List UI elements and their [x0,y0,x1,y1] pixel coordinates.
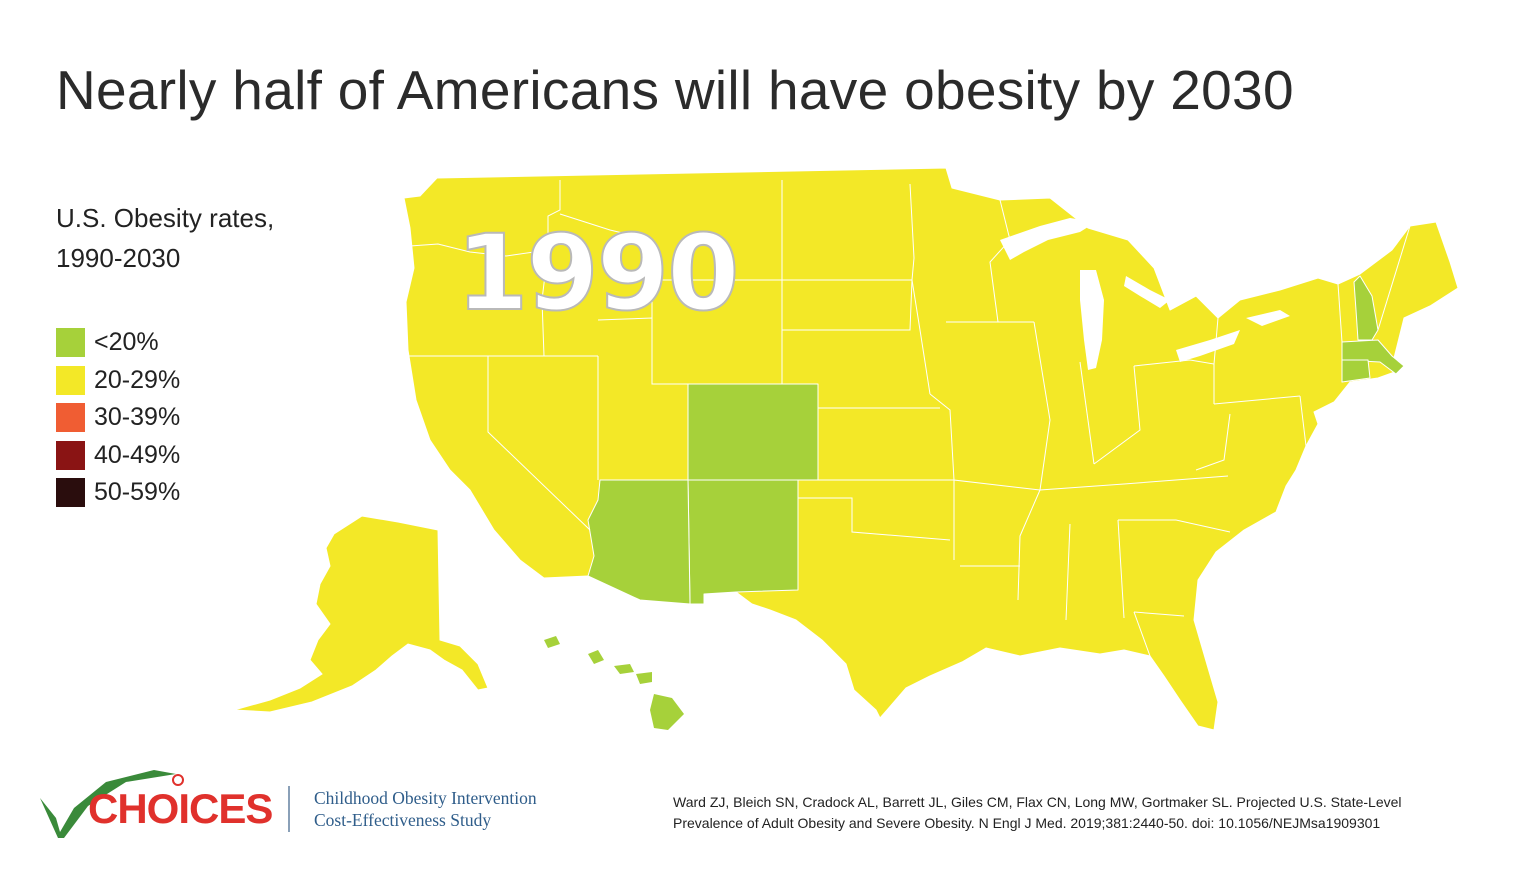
citation: Ward ZJ, Bleich SN, Cradock AL, Barrett … [673,792,1473,834]
state-alaska [233,515,489,713]
legend-swatch [56,440,85,470]
legend-title: U.S. Obesity rates, 1990-2030 [56,198,376,278]
page-title: Nearly half of Americans will have obesi… [56,59,1294,121]
state-new-mexico [687,479,799,605]
brand-name: CHOICES [88,785,273,832]
legend-swatch [56,403,85,433]
study-name: Childhood Obesity Intervention Cost-Effe… [314,787,537,831]
legend-label: 40-49% [94,440,181,469]
legend-swatch [56,365,85,395]
citation-line2: Prevalence of Adult Obesity and Severe O… [673,815,1381,831]
state-borders [408,180,1411,657]
legend-label: 20-29% [94,365,181,394]
great-lakes [1000,218,1290,370]
legend-label: <20% [94,328,159,357]
legend-item: <20% [56,324,180,362]
state-arizona [587,479,691,605]
legend-item: 20-29% [56,362,180,400]
state-hawaii [544,636,684,730]
legend-title-line1: U.S. Obesity rates, [56,203,275,233]
citation-line1: Ward ZJ, Bleich SN, Cradock AL, Barrett … [673,794,1402,810]
legend-item: 30-39% [56,399,180,437]
footer-divider [288,786,290,832]
study-line2: Cost-Effectiveness Study [314,810,492,830]
legend-label: 30-39% [94,403,181,432]
legend-swatch [56,328,85,358]
checkmark-icon [40,770,176,838]
state-new-hampshire [1353,275,1379,341]
legend-label: 50-59% [94,478,181,507]
state-colorado [687,383,819,481]
study-line1: Childhood Obesity Intervention [314,788,537,808]
logo-dot-icon [172,774,184,786]
legend-item: 40-49% [56,437,180,475]
legend-title-line2: 1990-2030 [56,243,181,273]
choices-logo-mark [40,770,184,838]
legend-swatch [56,478,85,508]
state-connecticut [1341,359,1371,383]
legend-item: 50-59% [56,474,180,512]
year-label: 1990 [455,211,740,335]
legend: <20% 20-29% 30-39% 40-49% 50-59% [56,324,180,512]
